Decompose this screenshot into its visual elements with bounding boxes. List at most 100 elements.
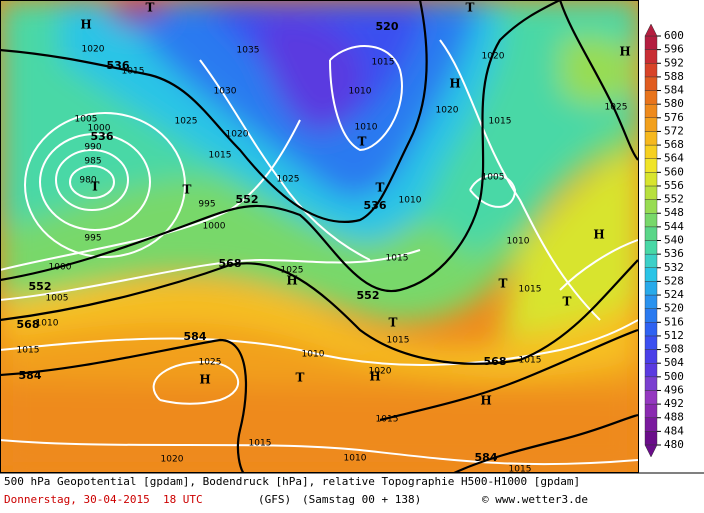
colorbar-tick-label: 492 bbox=[664, 397, 684, 410]
pressure-label: 1015 bbox=[509, 465, 532, 475]
map-field bbox=[1, 1, 638, 472]
pressure-center: H bbox=[80, 18, 91, 32]
height-label: 552 bbox=[236, 193, 259, 206]
pressure-label: 985 bbox=[84, 157, 101, 167]
colorbar-segment bbox=[644, 103, 658, 118]
pressure-center: T bbox=[499, 277, 508, 291]
pressure-label: 1020 bbox=[226, 130, 249, 140]
colorbar-segment bbox=[644, 117, 658, 132]
height-label: 584 bbox=[475, 451, 498, 464]
colorbar-tick-label: 516 bbox=[664, 315, 684, 328]
pressure-label: 1015 bbox=[386, 254, 409, 264]
colorbar-tick-label: 572 bbox=[664, 124, 684, 137]
pressure-centers: H T H H T T T T H H T T T H T H H T bbox=[80, 1, 630, 408]
pressure-label: 1015 bbox=[372, 58, 395, 68]
colorbar-segment bbox=[644, 49, 658, 64]
colorbar-tick-label: 536 bbox=[664, 247, 684, 260]
footer-description: 500 hPa Geopotential [gpdam], Bodendruck… bbox=[4, 475, 580, 488]
pressure-label: 1010 bbox=[344, 454, 367, 464]
pressure-label: 990 bbox=[84, 143, 101, 153]
colorbar-segment bbox=[644, 403, 658, 418]
colorbar-segment bbox=[644, 267, 658, 282]
pressure-label: 1015 bbox=[249, 439, 272, 449]
colorbar-segment bbox=[644, 349, 658, 364]
colorbar-tick-label: 500 bbox=[664, 370, 684, 383]
height-label: 552 bbox=[29, 280, 52, 293]
pressure-center: H bbox=[286, 274, 297, 288]
pressure-label: 1010 bbox=[36, 319, 59, 329]
colorbar-tick-label: 552 bbox=[664, 193, 684, 206]
colorbar-tick-label: 512 bbox=[664, 329, 684, 342]
pressure-center: T bbox=[91, 180, 100, 194]
colorbar-segment bbox=[644, 76, 658, 91]
footer-model: (GFS) bbox=[258, 493, 291, 506]
pressure-labels: 1015 1030 1035 1025 1020 1015 1005 1000 … bbox=[17, 45, 628, 475]
colorbar-arrow-bottom bbox=[644, 444, 658, 458]
pressure-label: 1025 bbox=[281, 266, 304, 276]
colorbar-tick-label: 584 bbox=[664, 84, 684, 97]
pressure-label: 1025 bbox=[175, 117, 198, 127]
colorbar-segment bbox=[644, 185, 658, 200]
colorbar-tick-label: 496 bbox=[664, 383, 684, 396]
height-label: 568 bbox=[484, 355, 507, 368]
colorbar-segment bbox=[644, 90, 658, 105]
height-label: 536 bbox=[107, 59, 130, 72]
pressure-label: 1020 bbox=[436, 106, 459, 116]
colorbar-tick-label: 596 bbox=[664, 43, 684, 56]
pressure-label: 1005 bbox=[482, 173, 505, 183]
pressure-label: 1015 bbox=[17, 346, 40, 356]
colorbar-tick-label: 480 bbox=[664, 438, 684, 451]
pressure-label: 1015 bbox=[122, 67, 145, 77]
pressure-label: 1000 bbox=[203, 222, 226, 232]
colorbar-tick-label: 556 bbox=[664, 179, 684, 192]
colorbar-tick-label: 504 bbox=[664, 356, 684, 369]
height-label: 584 bbox=[184, 330, 207, 343]
colorbar-tick-label: 600 bbox=[664, 29, 684, 42]
colorbar-tick-label: 592 bbox=[664, 56, 684, 69]
colorbar-arrow-top bbox=[644, 23, 658, 37]
colorbar-tick-label: 560 bbox=[664, 165, 684, 178]
pressure-center: H bbox=[449, 77, 460, 91]
footer-run: (Samstag 00 + 138) bbox=[302, 493, 421, 506]
colorbar-segment bbox=[644, 63, 658, 78]
colorbar-segment bbox=[644, 226, 658, 241]
colorbar-tick-label: 564 bbox=[664, 152, 684, 165]
pressure-label: 1030 bbox=[214, 87, 237, 97]
pressure-label: 1020 bbox=[369, 367, 392, 377]
colorbar-tick-label: 520 bbox=[664, 302, 684, 315]
pressure-center: H bbox=[199, 373, 210, 387]
colorbar-segment bbox=[644, 308, 658, 323]
pressure-label: 1010 bbox=[399, 196, 422, 206]
colorbar-tick-label: 580 bbox=[664, 97, 684, 110]
colorbar-segment bbox=[644, 363, 658, 378]
pressure-center: H bbox=[369, 370, 380, 384]
colorbar-segment bbox=[644, 199, 658, 214]
colorbar-segment bbox=[644, 131, 658, 146]
pressure-center: T bbox=[389, 316, 398, 330]
colorbar-tick-label: 508 bbox=[664, 343, 684, 356]
pressure-label: 1020 bbox=[482, 52, 505, 62]
height-contours bbox=[1, 1, 638, 472]
pressure-label: 1015 bbox=[209, 151, 232, 161]
colorbar-tick-label: 588 bbox=[664, 70, 684, 83]
colorbar-segment bbox=[644, 240, 658, 255]
colorbar-segment bbox=[644, 417, 658, 432]
colorbar-tick-label: 544 bbox=[664, 220, 684, 233]
colorbar-segment bbox=[644, 335, 658, 350]
colorbar-tick-label: 568 bbox=[664, 138, 684, 151]
height-label: 536 bbox=[364, 199, 387, 212]
footer-date: Donnerstag, 30-04-2015 18 UTC bbox=[4, 493, 203, 506]
pressure-label: 1010 bbox=[355, 123, 378, 133]
pressure-label: 995 bbox=[84, 234, 101, 244]
colorbar-segment bbox=[644, 172, 658, 187]
pressure-label: 1035 bbox=[237, 46, 260, 56]
colorbar-tick-label: 540 bbox=[664, 234, 684, 247]
pressure-center: H bbox=[480, 394, 491, 408]
colorbar-segment bbox=[644, 390, 658, 405]
colorbar-segment bbox=[644, 376, 658, 391]
pressure-label: 980 bbox=[79, 176, 96, 186]
pressure-label: 1015 bbox=[387, 336, 410, 346]
height-label: 520 bbox=[376, 20, 399, 33]
